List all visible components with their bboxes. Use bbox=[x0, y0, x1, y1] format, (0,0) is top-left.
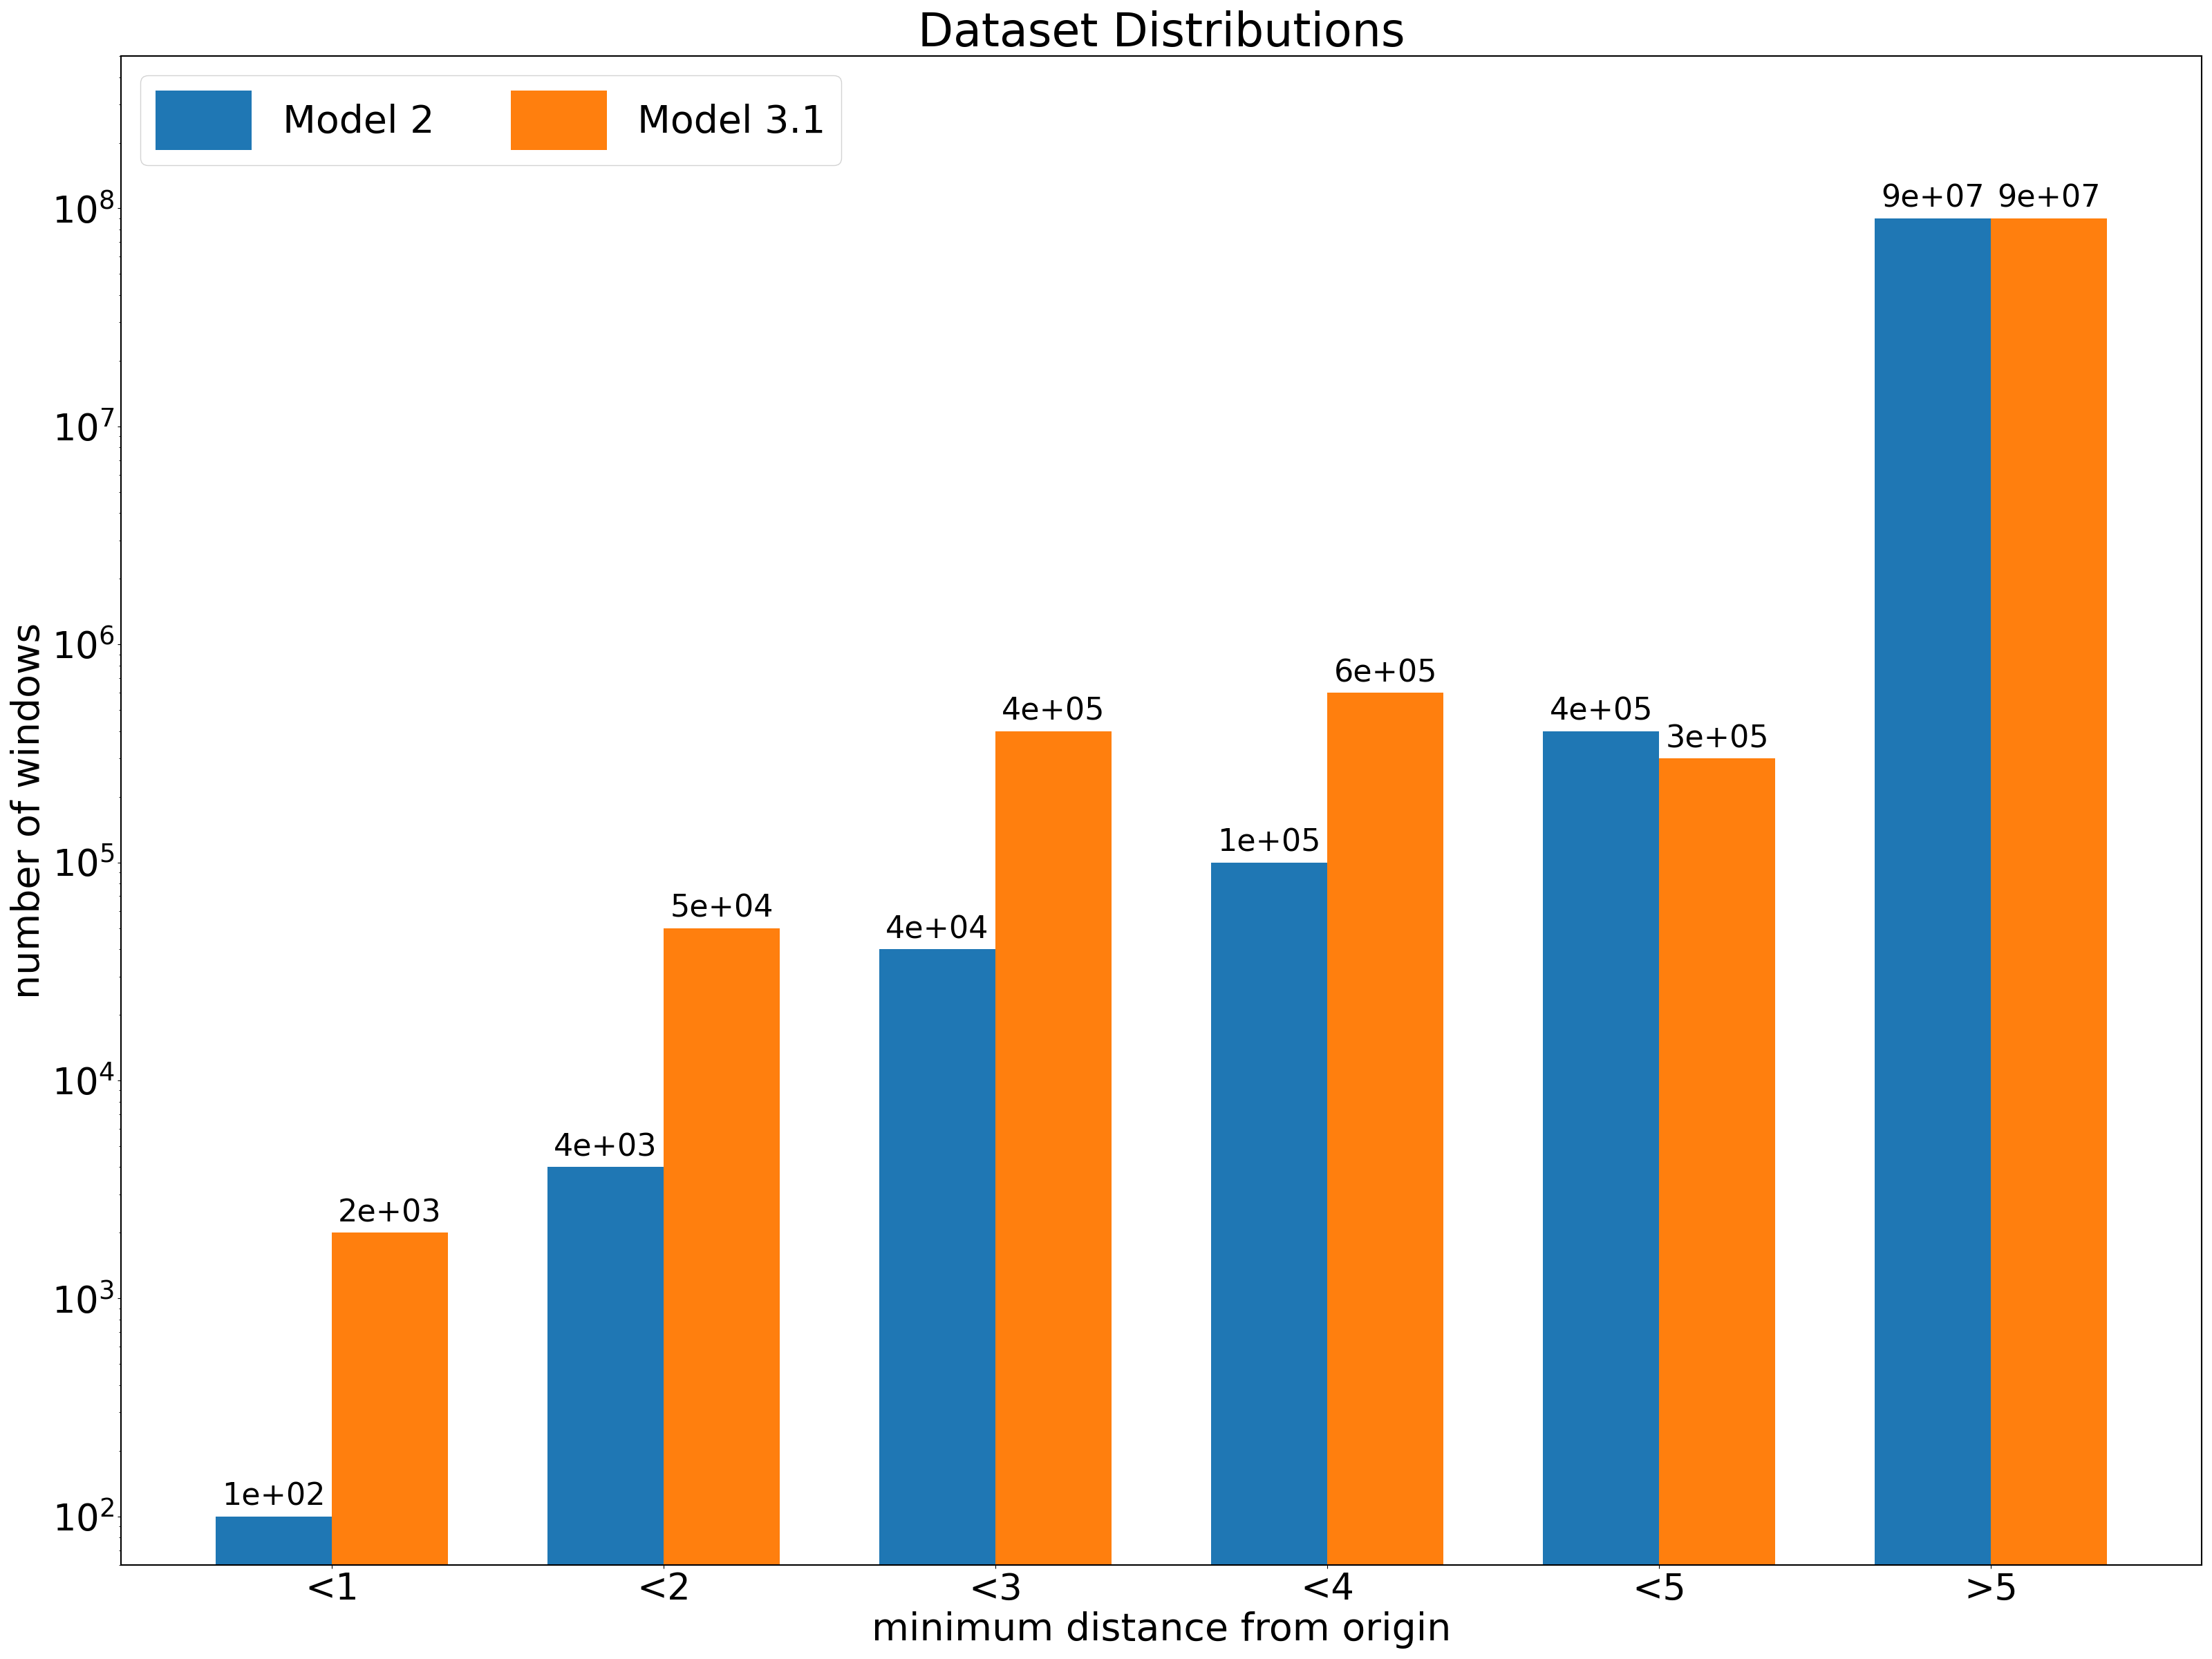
Y-axis label: number of windows: number of windows bbox=[11, 622, 49, 999]
Text: 4e+04: 4e+04 bbox=[885, 914, 989, 944]
Text: 9e+07: 9e+07 bbox=[1880, 184, 1984, 214]
Bar bbox=[1991, 219, 2108, 1659]
Text: 1e+05: 1e+05 bbox=[1217, 828, 1321, 858]
Bar bbox=[1544, 732, 1659, 1659]
Bar bbox=[1659, 758, 1776, 1659]
Text: 6e+05: 6e+05 bbox=[1334, 659, 1438, 688]
Text: 3e+05: 3e+05 bbox=[1666, 723, 1770, 753]
Text: 4e+05: 4e+05 bbox=[1002, 697, 1106, 727]
Bar bbox=[995, 732, 1113, 1659]
Bar bbox=[1327, 693, 1444, 1659]
Bar bbox=[332, 1233, 449, 1659]
X-axis label: minimum distance from origin: minimum distance from origin bbox=[872, 1611, 1451, 1649]
Text: 9e+07: 9e+07 bbox=[1997, 184, 2101, 214]
Legend: Model 2, Model 3.1: Model 2, Model 3.1 bbox=[139, 75, 841, 166]
Title: Dataset Distributions: Dataset Distributions bbox=[918, 10, 1405, 56]
Text: 1e+02: 1e+02 bbox=[221, 1481, 325, 1511]
Text: 4e+05: 4e+05 bbox=[1548, 697, 1652, 727]
Bar bbox=[217, 1516, 332, 1659]
Text: 5e+04: 5e+04 bbox=[670, 894, 774, 922]
Text: 2e+03: 2e+03 bbox=[338, 1198, 442, 1228]
Bar bbox=[880, 949, 995, 1659]
Bar bbox=[664, 927, 781, 1659]
Text: 4e+03: 4e+03 bbox=[553, 1133, 657, 1163]
Bar bbox=[1212, 863, 1327, 1659]
Bar bbox=[1876, 219, 1991, 1659]
Bar bbox=[549, 1168, 664, 1659]
